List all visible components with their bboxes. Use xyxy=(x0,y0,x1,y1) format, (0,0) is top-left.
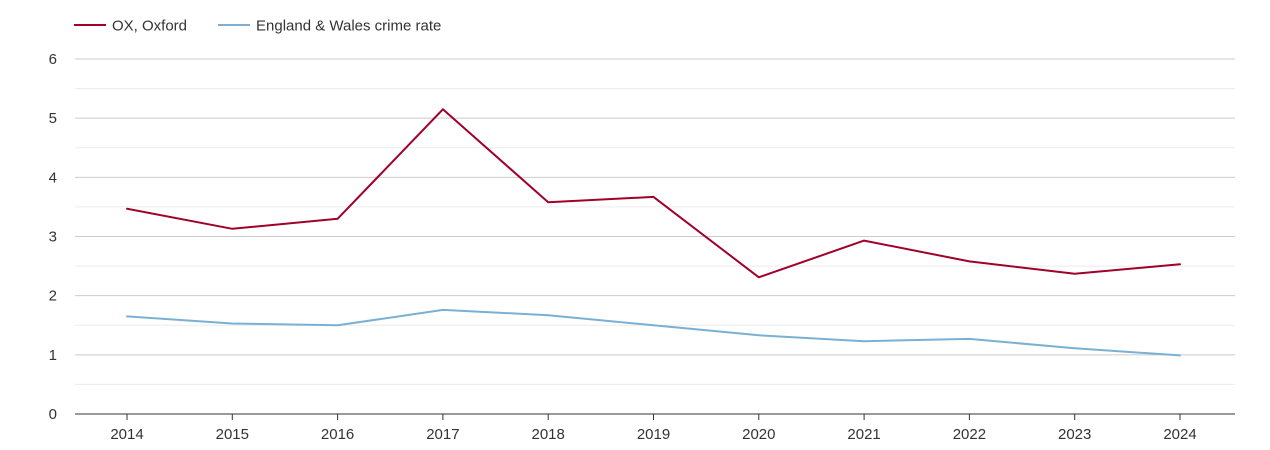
x-tick-label: 2016 xyxy=(321,426,354,443)
y-tick-label: 3 xyxy=(49,229,57,246)
y-axis: 0 1 2 3 4 5 6 xyxy=(49,51,57,423)
y-tick-label: 1 xyxy=(49,347,57,364)
y-tick-label: 5 xyxy=(49,110,57,127)
x-tick-label: 2018 xyxy=(532,426,565,443)
series-line-oxford xyxy=(126,108,1181,279)
x-tick-label: 2014 xyxy=(110,426,143,443)
y-tick-label: 0 xyxy=(49,406,57,423)
x-tick-label: 2020 xyxy=(742,426,775,443)
x-tick-label: 2024 xyxy=(1163,426,1196,443)
x-tick-label: 2021 xyxy=(847,426,880,443)
x-tick-label: 2019 xyxy=(637,426,670,443)
y-tick-label: 2 xyxy=(49,288,57,305)
series-line-england-wales xyxy=(126,308,1181,357)
y-tick-label: 4 xyxy=(49,169,57,186)
x-tick-label: 2023 xyxy=(1058,426,1091,443)
x-tick-label: 2017 xyxy=(426,426,459,443)
legend-item-oxford[interactable]: OX, Oxford xyxy=(74,18,187,35)
x-axis: 2014 2015 2016 2017 2018 2019 2020 2021 2022 2023… xyxy=(75,413,1235,443)
grid xyxy=(75,58,1235,385)
x-tick-label: 2022 xyxy=(953,426,986,443)
legend: OX, Oxford England & Wales crime rate xyxy=(74,18,441,35)
legend-item-england-wales[interactable]: England & Wales crime rate xyxy=(218,18,441,35)
x-tick-label: 2015 xyxy=(216,426,249,443)
legend-label-oxford: OX, Oxford xyxy=(112,18,187,35)
series-lines xyxy=(126,108,1181,357)
y-tick-label: 6 xyxy=(49,51,57,68)
legend-label-england-wales: England & Wales crime rate xyxy=(256,18,441,35)
